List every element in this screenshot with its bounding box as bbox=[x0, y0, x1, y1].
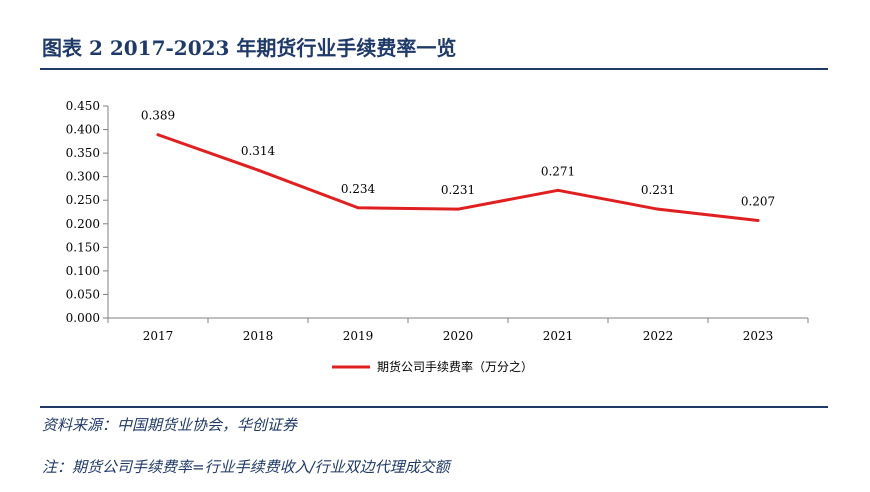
bottom-divider bbox=[40, 406, 828, 408]
x-tick-label: 2020 bbox=[443, 329, 474, 343]
y-axis: 0.000 0.050 0.100 0.150 0.200 0.250 0.300 0.350… bbox=[66, 99, 109, 325]
y-tick-label: 0.000 bbox=[66, 311, 100, 325]
x-tick-label: 2017 bbox=[143, 329, 174, 343]
data-point bbox=[656, 207, 660, 211]
figure-title: 图表 2 2017-2023 年期货行业手续费率一览 bbox=[42, 36, 457, 60]
data-point bbox=[456, 207, 460, 211]
data-point bbox=[156, 133, 160, 137]
series-layer: 0.389 0.314 0.234 0.231 0.271 0.231 0.207 bbox=[141, 109, 775, 222]
formula-note: 注：期货公司手续费率=行业手续费收入/行业双边代理成交额 bbox=[42, 458, 450, 476]
y-tick-label: 0.200 bbox=[66, 217, 100, 231]
y-tick-label: 0.350 bbox=[66, 146, 100, 160]
y-tick-label: 0.150 bbox=[66, 240, 100, 254]
data-point bbox=[756, 218, 760, 222]
data-label: 0.231 bbox=[641, 183, 675, 197]
data-label: 0.207 bbox=[741, 194, 775, 208]
y-tick-label: 0.300 bbox=[66, 170, 100, 184]
data-point bbox=[556, 188, 560, 192]
x-tick-label: 2021 bbox=[543, 329, 574, 343]
data-point bbox=[256, 168, 260, 172]
title-divider bbox=[40, 68, 828, 70]
line-chart: 0.000 0.050 0.100 0.150 0.200 0.250 0.300 0.350… bbox=[66, 99, 809, 374]
data-label: 0.234 bbox=[341, 182, 376, 196]
data-label: 0.389 bbox=[141, 109, 175, 123]
data-label: 0.231 bbox=[441, 183, 475, 197]
x-tick-label: 2022 bbox=[643, 329, 674, 343]
data-point bbox=[356, 206, 360, 210]
data-label: 0.271 bbox=[541, 164, 575, 178]
x-axis: 2017 2018 2019 2020 2021 2022 2023 bbox=[107, 317, 809, 343]
legend: 期货公司手续费率（万分之） bbox=[332, 359, 533, 374]
x-tick-label: 2018 bbox=[243, 329, 274, 343]
x-tick-label: 2019 bbox=[343, 329, 374, 343]
y-tick-label: 0.050 bbox=[66, 287, 100, 301]
legend-label: 期货公司手续费率（万分之） bbox=[377, 359, 533, 374]
y-tick-label: 0.400 bbox=[66, 123, 100, 137]
y-tick-label: 0.450 bbox=[66, 99, 100, 113]
source-note: 资料来源：中国期货业协会，华创证券 bbox=[42, 416, 298, 434]
y-tick-label: 0.100 bbox=[66, 264, 100, 278]
y-tick-label: 0.250 bbox=[66, 193, 100, 207]
data-label: 0.314 bbox=[241, 144, 276, 158]
x-tick-label: 2023 bbox=[743, 329, 774, 343]
